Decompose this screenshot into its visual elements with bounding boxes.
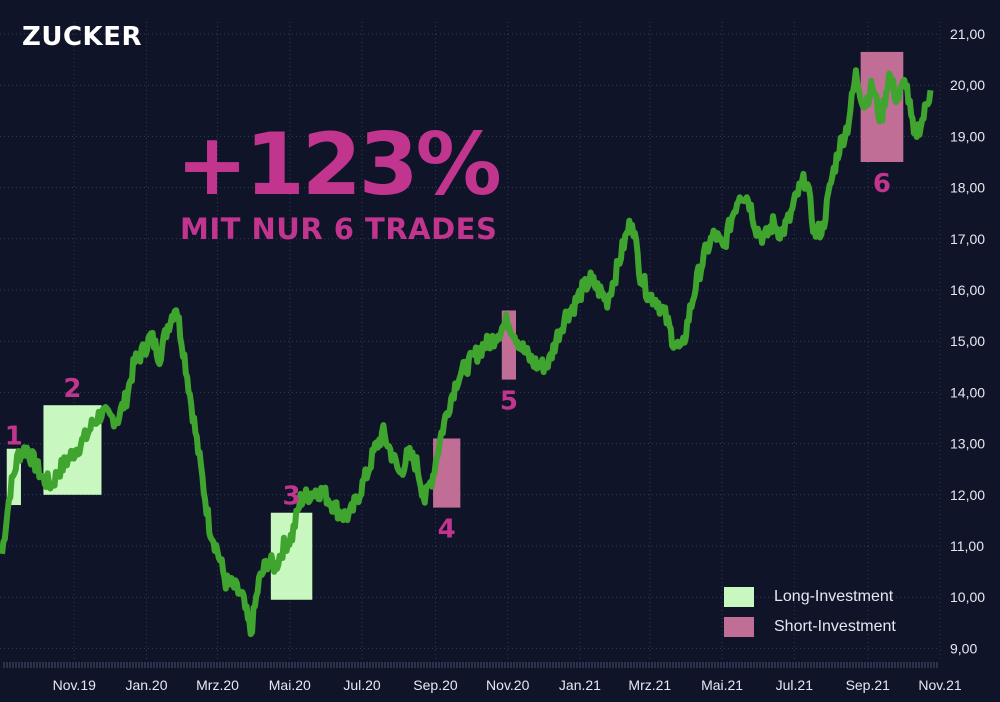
legend: Long-Investment Short-Investment [724, 586, 896, 646]
legend-item-short: Short-Investment [724, 616, 896, 638]
legend-swatch-long [724, 587, 754, 607]
x-tick-label: Mrz.21 [628, 677, 671, 693]
trade-label: 2 [63, 374, 81, 404]
legend-label-short: Short-Investment [774, 618, 896, 635]
y-tick-label: 9,00 [950, 640, 977, 656]
legend-item-long: Long-Investment [724, 586, 896, 608]
y-tick-label: 15,00 [950, 333, 985, 349]
x-tick-label: Jan.20 [125, 677, 167, 693]
y-tick-label: 11,00 [950, 538, 984, 554]
trade-label: 6 [873, 169, 891, 199]
axis-ticks: 9,00 10,00 11,00 12,00 13,00 14,00 15,00 16,00 1… [3, 26, 985, 693]
trade-label: 1 [5, 422, 23, 452]
y-tick-label: 13,00 [950, 436, 985, 452]
trade-labels: 1 2 3 4 5 6 [5, 169, 891, 545]
y-tick-label: 19,00 [950, 128, 985, 144]
x-tick-label: Mai.21 [701, 677, 743, 693]
trade-label: 5 [500, 387, 518, 417]
trade-label: 3 [283, 482, 301, 512]
y-tick-label: 12,00 [950, 487, 985, 503]
price-line [0, 67, 934, 638]
trade-label: 4 [438, 515, 456, 545]
y-tick-label: 16,00 [950, 282, 985, 298]
brand-logo: ZUCKER [22, 22, 142, 52]
x-tick-label: Jul.21 [776, 677, 814, 693]
x-tick-label: Nov.20 [486, 677, 530, 693]
y-tick-label: 21,00 [950, 26, 985, 42]
y-tick-label: 10,00 [950, 589, 985, 605]
y-tick-label: 18,00 [950, 180, 985, 196]
x-tick-label: Jan.21 [559, 677, 601, 693]
x-tick-label: Jul.20 [343, 677, 381, 693]
y-tick-label: 20,00 [950, 77, 985, 93]
headline-performance: +123% [176, 115, 502, 215]
price-line-group [0, 67, 934, 638]
x-tick-label: Mai.20 [269, 677, 311, 693]
y-tick-label: 17,00 [950, 231, 985, 247]
legend-label-long: Long-Investment [774, 588, 894, 605]
x-tick-label: Nov.21 [918, 677, 962, 693]
legend-swatch-short [724, 617, 754, 637]
x-tick-label: Mrz.20 [196, 677, 239, 693]
x-tick-label: Nov.19 [53, 677, 97, 693]
y-tick-label: 14,00 [950, 384, 985, 400]
x-tick-label: Sep.21 [846, 677, 891, 693]
subheadline: MIT NUR 6 TRADES [180, 212, 498, 246]
x-tick-label: Sep.20 [413, 677, 458, 693]
